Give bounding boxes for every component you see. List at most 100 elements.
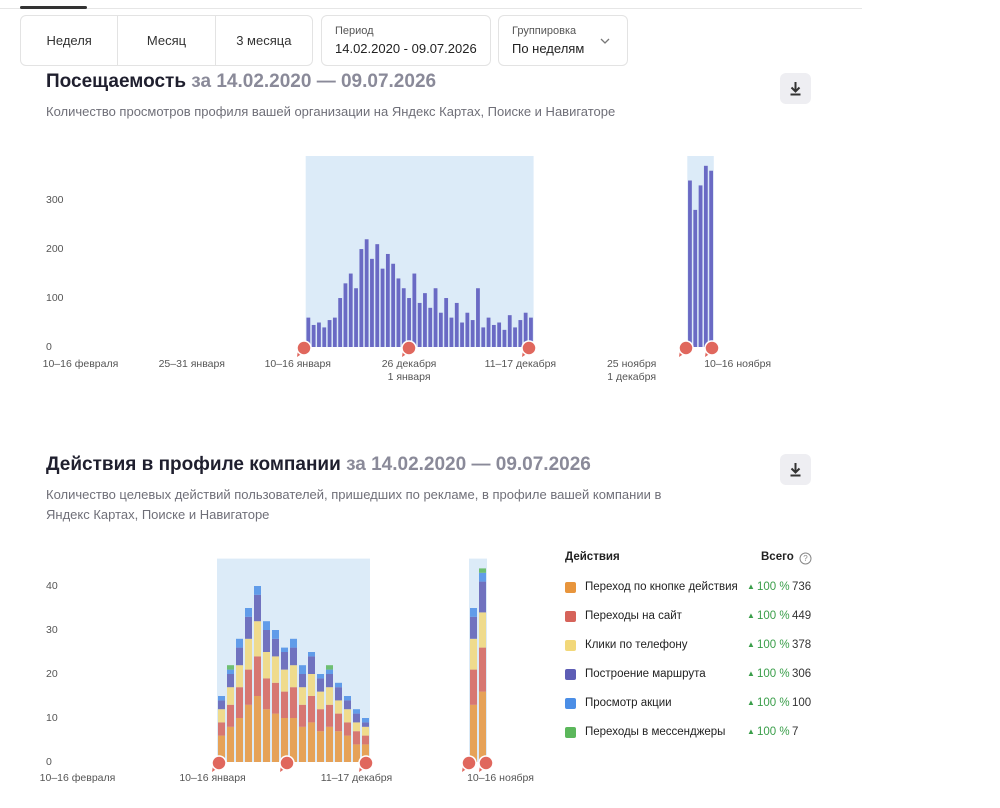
bar-segment [344, 735, 351, 762]
x-tick-label: 10–16 февраля [42, 358, 119, 370]
bar-segment [479, 612, 486, 648]
section-title: Действия в профиле компании за 14.02.202… [46, 454, 591, 476]
grouping-select[interactable]: Группировка По неделям [498, 15, 628, 66]
legend-change: 100 % [757, 639, 790, 651]
bar-segment [479, 647, 486, 692]
y-tick-label: 0 [46, 341, 52, 353]
annotation-pin[interactable] [358, 755, 374, 772]
bar-segment [281, 652, 288, 670]
bar-segment [254, 594, 261, 622]
y-tick-label: 0 [46, 756, 52, 768]
bar [518, 320, 523, 347]
bar-segment [344, 696, 351, 701]
bar-segment [281, 691, 288, 718]
bar-segment [335, 713, 342, 732]
download-button[interactable] [780, 454, 811, 485]
bar-segment [317, 731, 324, 762]
annotation-pin[interactable] [478, 755, 494, 772]
legend-swatch[interactable] [565, 582, 576, 593]
bar [449, 317, 454, 347]
annotation-pin[interactable] [211, 755, 227, 772]
bar-segment [272, 713, 279, 762]
bar-segment [290, 718, 297, 762]
bar-segment [272, 630, 279, 639]
legend-swatch[interactable] [565, 698, 576, 709]
pin-head [296, 340, 312, 356]
y-tick-label: 300 [46, 194, 64, 206]
bar [444, 298, 449, 347]
bar-segment [308, 656, 315, 674]
bar-segment [245, 638, 252, 670]
legend-swatch[interactable] [565, 727, 576, 738]
bar-segment [236, 638, 243, 648]
bar-segment [470, 669, 477, 705]
bar-segment [326, 665, 333, 670]
bar-segment [227, 726, 234, 762]
period-picker[interactable]: Период 14.02.2020 - 09.07.2026 [321, 15, 491, 66]
annotation-pin[interactable] [678, 340, 694, 357]
annotation-pin[interactable] [521, 340, 537, 357]
legend-swatch[interactable] [565, 611, 576, 622]
section-title: Посещаемость за 14.02.2020 — 09.07.2026 [46, 71, 436, 93]
bar-segment [317, 691, 324, 710]
field-label: Период [335, 25, 374, 37]
active-tab-underline [20, 6, 87, 9]
bar [486, 317, 491, 347]
legend-change: 100 % [757, 697, 790, 709]
annotation-pin[interactable] [296, 340, 312, 357]
bar-segment [308, 722, 315, 762]
bar [396, 278, 401, 347]
bar-segment [227, 669, 234, 674]
annotation-pin[interactable] [401, 340, 417, 357]
field-value: 14.02.2020 - 09.07.2026 [335, 41, 477, 56]
bar-segment [245, 704, 252, 762]
bar-segment [362, 735, 369, 745]
bar-segment [362, 726, 369, 736]
legend-name: Переходы на сайт [585, 610, 682, 622]
bar [470, 320, 475, 347]
annotation-pin[interactable] [461, 755, 477, 772]
tab[interactable]: 3 месяца [236, 33, 292, 48]
bar [343, 283, 348, 347]
bar [423, 293, 427, 347]
bar-segment [470, 616, 477, 639]
bar-segment [353, 731, 360, 745]
annotation-pin[interactable] [704, 340, 720, 357]
bar-segment [299, 687, 306, 705]
legend-total: 7 [792, 726, 799, 738]
download-icon [790, 82, 801, 96]
bar-segment [236, 665, 243, 688]
bar-segment [353, 744, 360, 762]
bar-segment [281, 669, 288, 692]
help-icon[interactable]: ? [799, 552, 812, 565]
annotation-pin[interactable] [279, 755, 295, 772]
bar [306, 317, 311, 347]
bar-segment [218, 696, 225, 701]
bar-segment [335, 687, 342, 701]
bar-segment [470, 704, 477, 762]
bar-segment [281, 718, 288, 762]
bar-segment [362, 722, 369, 727]
pin-head [211, 755, 227, 771]
pin-head [461, 755, 477, 771]
bar-segment [245, 608, 252, 617]
bar-segment [326, 704, 333, 727]
legend-name: Построение маршрута [585, 668, 706, 680]
bar [502, 329, 507, 347]
x-tick-label: 10–16 января [264, 358, 331, 370]
section-subtitle: Количество просмотров профиля вашей орга… [46, 104, 616, 119]
bar [529, 317, 533, 347]
tab[interactable]: Месяц [118, 16, 216, 65]
x-tick-label: 10–16 января [179, 772, 246, 784]
x-tick-label: 25–31 января [158, 358, 225, 370]
section-subtitle: Количество целевых действий пользователе… [46, 487, 662, 522]
download-button[interactable] [780, 73, 811, 104]
legend-swatch[interactable] [565, 640, 576, 651]
bar-segment [263, 621, 270, 630]
legend-name: Клики по телефону [585, 639, 688, 651]
tab[interactable]: Неделя [21, 16, 119, 65]
legend-swatch[interactable] [565, 669, 576, 680]
bar-segment [362, 744, 369, 762]
